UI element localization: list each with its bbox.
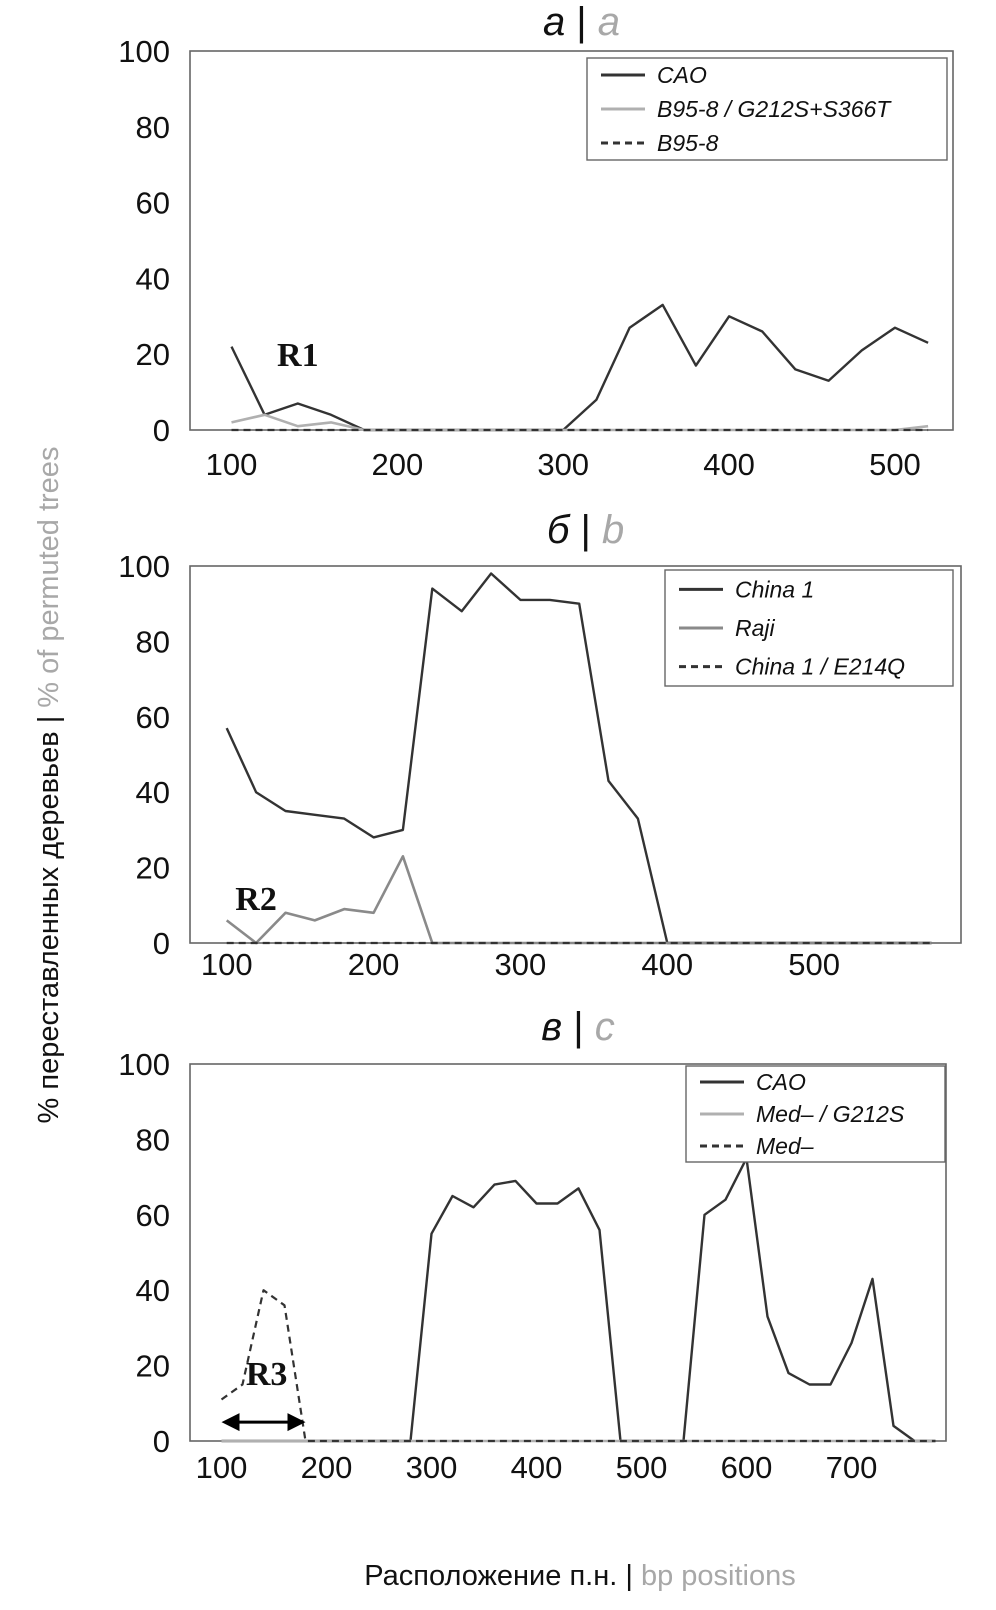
- legend-label: Med–: [756, 1133, 814, 1159]
- x-tick-label: 500: [788, 947, 840, 982]
- y-label-ru: % переставленных деревьев: [33, 731, 65, 1123]
- legend-label: CAO: [657, 62, 707, 88]
- x-tick-label: 300: [537, 447, 589, 482]
- legend-label: B95-8 / G212S+S366T: [657, 96, 892, 122]
- x-tick-label: 200: [301, 1450, 353, 1485]
- panel-title-en: a: [587, 0, 620, 44]
- y-tick-label: 60: [136, 1198, 170, 1233]
- y-tick-label: 0: [153, 413, 170, 448]
- y-tick-label: 0: [153, 926, 170, 961]
- x-tick-label: 300: [406, 1450, 458, 1485]
- panel-title-sep: |: [573, 1005, 583, 1049]
- y-tick-label: 100: [118, 1047, 170, 1082]
- x-tick-label: 100: [196, 1450, 248, 1485]
- legend-label: CAO: [756, 1069, 806, 1095]
- y-tick-label: 40: [136, 1273, 170, 1308]
- x-tick-label: 200: [348, 947, 400, 982]
- panel-title-en: b: [591, 508, 624, 552]
- panel-title: в | c: [541, 1005, 615, 1049]
- y-label-sep: |: [33, 708, 65, 732]
- series-line-2: [225, 854, 932, 945]
- y-tick-label: 60: [136, 700, 170, 735]
- y-label-en: % of permuted trees: [33, 447, 65, 708]
- y-tick-label: 20: [136, 337, 170, 372]
- series-line-1: [221, 1157, 936, 1443]
- panel-title: а | a: [543, 0, 620, 44]
- x-label-en: bp positions: [641, 1560, 796, 1592]
- x-tick-label: 100: [206, 447, 258, 482]
- y-tick-label: 100: [118, 549, 170, 584]
- y-axis-label: % переставленных деревьев | % of permute…: [33, 447, 65, 1124]
- panel-title: б | b: [547, 508, 624, 552]
- legend-label: Raji: [735, 615, 776, 641]
- y-tick-label: 0: [153, 1424, 170, 1459]
- x-label-sep: |: [617, 1560, 641, 1592]
- panel-title-sep: |: [576, 0, 586, 44]
- panel-a: а | a 0 20 40 60 80 100 100 200 300 400 500 CAO B95-8…: [118, 0, 954, 482]
- panel-title-en: c: [584, 1005, 615, 1049]
- x-axis-label: Расположение п.н. | bp positions: [364, 1560, 795, 1592]
- y-tick-label: 20: [136, 851, 170, 886]
- legend-label: China 1: [735, 576, 814, 602]
- x-tick-label: 500: [869, 447, 921, 482]
- x-tick-label: 100: [201, 947, 253, 982]
- y-tick-label: 20: [136, 1349, 170, 1384]
- x-tick-label: 200: [371, 447, 423, 482]
- region-label: R3: [246, 1356, 288, 1393]
- x-tick-label: 400: [511, 1450, 563, 1485]
- region-arrow-head-left: [221, 1413, 240, 1432]
- series-line-3: [220, 1289, 936, 1443]
- series-line-1: [230, 303, 929, 432]
- x-tick-label: 400: [641, 947, 693, 982]
- legend-label: China 1 / E214Q: [735, 654, 905, 680]
- x-tick-label: 500: [616, 1450, 668, 1485]
- panel-title-ru: а: [543, 0, 576, 44]
- y-tick-label: 80: [136, 1122, 170, 1157]
- region-arrow-head-right: [287, 1413, 306, 1432]
- panel-b: б | b 0 20 40 60 80 100 100 200 300 400 500 China 1 R…: [118, 508, 962, 982]
- x-tick-label: 400: [703, 447, 755, 482]
- panel-title-ru: б: [547, 508, 581, 552]
- panel-title-ru: в: [541, 1005, 573, 1049]
- x-label-ru: Расположение п.н.: [364, 1560, 617, 1592]
- legend-label: B95-8: [657, 130, 719, 156]
- legend-label: Med– / G212S: [756, 1101, 905, 1127]
- panel-title-sep: |: [580, 508, 590, 552]
- region-label: R1: [277, 337, 319, 374]
- x-tick-label: 300: [495, 947, 547, 982]
- y-tick-label: 40: [136, 775, 170, 810]
- y-tick-label: 80: [136, 110, 170, 145]
- y-tick-label: 40: [136, 261, 170, 296]
- x-tick-label: 600: [721, 1450, 773, 1485]
- region-label: R2: [235, 881, 277, 918]
- y-tick-label: 60: [136, 186, 170, 221]
- panel-c: в | c 0 20 40 60 80 100 100 200 300 400 500 600 700 CA…: [118, 1005, 947, 1485]
- legend-box: [586, 57, 948, 161]
- y-tick-label: 80: [136, 624, 170, 659]
- y-tick-label: 100: [118, 34, 170, 69]
- x-tick-label: 700: [826, 1450, 878, 1485]
